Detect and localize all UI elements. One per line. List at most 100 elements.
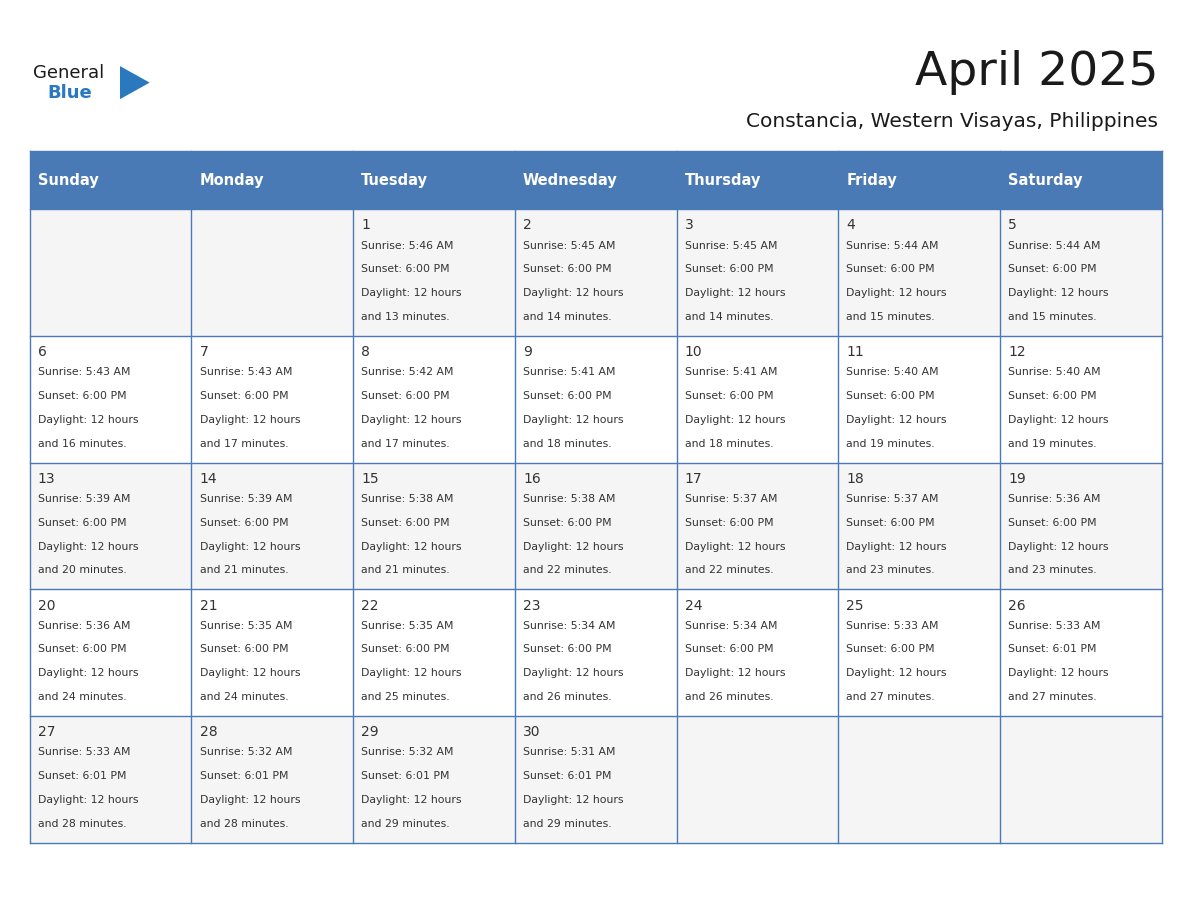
- Text: and 22 minutes.: and 22 minutes.: [684, 565, 773, 576]
- Bar: [191, 336, 353, 463]
- Text: Daylight: 12 hours: Daylight: 12 hours: [1009, 288, 1108, 298]
- Text: Monday: Monday: [200, 173, 264, 188]
- Text: and 15 minutes.: and 15 minutes.: [847, 312, 935, 322]
- Text: 27: 27: [38, 725, 56, 739]
- Text: and 20 minutes.: and 20 minutes.: [38, 565, 127, 576]
- Text: and 26 minutes.: and 26 minutes.: [523, 692, 612, 702]
- Bar: [1000, 589, 1162, 716]
- Text: Daylight: 12 hours: Daylight: 12 hours: [847, 542, 947, 552]
- Text: Sunrise: 5:31 AM: Sunrise: 5:31 AM: [523, 747, 615, 757]
- Bar: [514, 336, 677, 463]
- Bar: [1000, 209, 1162, 336]
- Text: Sunset: 6:01 PM: Sunset: 6:01 PM: [38, 771, 126, 781]
- Text: Sunset: 6:00 PM: Sunset: 6:00 PM: [200, 644, 289, 655]
- Text: Sunrise: 5:42 AM: Sunrise: 5:42 AM: [361, 367, 454, 377]
- Bar: [1000, 336, 1162, 463]
- Bar: [677, 151, 839, 209]
- Text: and 28 minutes.: and 28 minutes.: [38, 819, 126, 829]
- Bar: [514, 463, 677, 589]
- Text: and 29 minutes.: and 29 minutes.: [523, 819, 612, 829]
- Text: Sunrise: 5:33 AM: Sunrise: 5:33 AM: [847, 621, 939, 631]
- Text: and 17 minutes.: and 17 minutes.: [361, 439, 450, 449]
- Bar: [30, 336, 191, 463]
- Text: 26: 26: [1009, 599, 1026, 612]
- Text: 20: 20: [38, 599, 56, 612]
- Bar: [839, 209, 1000, 336]
- Text: and 26 minutes.: and 26 minutes.: [684, 692, 773, 702]
- Bar: [353, 463, 514, 589]
- Text: and 18 minutes.: and 18 minutes.: [523, 439, 612, 449]
- Text: Tuesday: Tuesday: [361, 173, 428, 188]
- Text: Sunrise: 5:43 AM: Sunrise: 5:43 AM: [38, 367, 131, 377]
- Text: Sunset: 6:00 PM: Sunset: 6:00 PM: [361, 644, 450, 655]
- Text: Thursday: Thursday: [684, 173, 762, 188]
- Bar: [1000, 463, 1162, 589]
- Bar: [191, 589, 353, 716]
- Bar: [677, 463, 839, 589]
- Text: General: General: [33, 64, 105, 82]
- Text: and 29 minutes.: and 29 minutes.: [361, 819, 450, 829]
- Text: Sunrise: 5:45 AM: Sunrise: 5:45 AM: [684, 241, 777, 251]
- Text: 9: 9: [523, 345, 532, 359]
- Bar: [30, 463, 191, 589]
- Text: and 18 minutes.: and 18 minutes.: [684, 439, 773, 449]
- Polygon shape: [120, 66, 150, 99]
- Text: and 19 minutes.: and 19 minutes.: [847, 439, 935, 449]
- Text: Sunset: 6:00 PM: Sunset: 6:00 PM: [684, 644, 773, 655]
- Text: Daylight: 12 hours: Daylight: 12 hours: [1009, 668, 1108, 678]
- Text: Sunset: 6:01 PM: Sunset: 6:01 PM: [523, 771, 612, 781]
- Text: Daylight: 12 hours: Daylight: 12 hours: [361, 542, 462, 552]
- Text: Daylight: 12 hours: Daylight: 12 hours: [38, 795, 138, 805]
- Text: Daylight: 12 hours: Daylight: 12 hours: [684, 288, 785, 298]
- Text: Sunrise: 5:40 AM: Sunrise: 5:40 AM: [847, 367, 939, 377]
- Text: Sunset: 6:00 PM: Sunset: 6:00 PM: [847, 644, 935, 655]
- Bar: [839, 463, 1000, 589]
- Bar: [1000, 151, 1162, 209]
- Text: Sunset: 6:00 PM: Sunset: 6:00 PM: [200, 518, 289, 528]
- Text: Daylight: 12 hours: Daylight: 12 hours: [523, 795, 624, 805]
- Text: 21: 21: [200, 599, 217, 612]
- Text: Sunrise: 5:36 AM: Sunrise: 5:36 AM: [38, 621, 131, 631]
- Text: 19: 19: [1009, 472, 1026, 486]
- Bar: [353, 716, 514, 843]
- Text: Daylight: 12 hours: Daylight: 12 hours: [38, 668, 138, 678]
- Text: 3: 3: [684, 218, 694, 232]
- Text: 15: 15: [361, 472, 379, 486]
- Bar: [353, 589, 514, 716]
- Bar: [191, 716, 353, 843]
- Text: Sunset: 6:00 PM: Sunset: 6:00 PM: [684, 264, 773, 274]
- Text: Sunset: 6:00 PM: Sunset: 6:00 PM: [361, 518, 450, 528]
- Text: 7: 7: [200, 345, 208, 359]
- Text: Sunset: 6:00 PM: Sunset: 6:00 PM: [523, 264, 612, 274]
- Text: 12: 12: [1009, 345, 1026, 359]
- Text: 16: 16: [523, 472, 541, 486]
- Text: Sunrise: 5:39 AM: Sunrise: 5:39 AM: [38, 494, 131, 504]
- Text: Sunset: 6:00 PM: Sunset: 6:00 PM: [523, 644, 612, 655]
- Text: and 16 minutes.: and 16 minutes.: [38, 439, 126, 449]
- Text: Daylight: 12 hours: Daylight: 12 hours: [523, 415, 624, 425]
- Text: Constancia, Western Visayas, Philippines: Constancia, Western Visayas, Philippines: [746, 112, 1158, 131]
- Text: Daylight: 12 hours: Daylight: 12 hours: [361, 795, 462, 805]
- Text: Daylight: 12 hours: Daylight: 12 hours: [684, 542, 785, 552]
- Text: 8: 8: [361, 345, 371, 359]
- Bar: [30, 151, 191, 209]
- Text: Wednesday: Wednesday: [523, 173, 618, 188]
- Text: Sunrise: 5:44 AM: Sunrise: 5:44 AM: [847, 241, 939, 251]
- Text: 2: 2: [523, 218, 532, 232]
- Text: Sunset: 6:00 PM: Sunset: 6:00 PM: [523, 391, 612, 401]
- Text: Daylight: 12 hours: Daylight: 12 hours: [361, 415, 462, 425]
- Text: Sunrise: 5:33 AM: Sunrise: 5:33 AM: [1009, 621, 1101, 631]
- Text: Sunrise: 5:33 AM: Sunrise: 5:33 AM: [38, 747, 131, 757]
- Bar: [191, 463, 353, 589]
- Text: Saturday: Saturday: [1009, 173, 1082, 188]
- Text: Daylight: 12 hours: Daylight: 12 hours: [847, 288, 947, 298]
- Bar: [191, 209, 353, 336]
- Bar: [30, 209, 191, 336]
- Bar: [677, 209, 839, 336]
- Text: Sunrise: 5:45 AM: Sunrise: 5:45 AM: [523, 241, 615, 251]
- Text: and 27 minutes.: and 27 minutes.: [1009, 692, 1097, 702]
- Text: Sunset: 6:01 PM: Sunset: 6:01 PM: [361, 771, 450, 781]
- Text: Sunrise: 5:35 AM: Sunrise: 5:35 AM: [361, 621, 454, 631]
- Bar: [677, 716, 839, 843]
- Text: and 27 minutes.: and 27 minutes.: [847, 692, 935, 702]
